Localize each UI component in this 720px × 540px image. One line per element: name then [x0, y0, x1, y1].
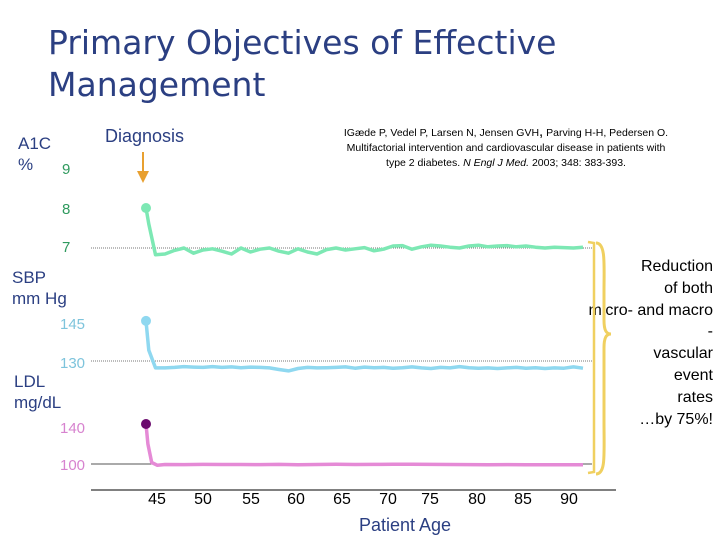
ldl-tick-100: 100: [60, 457, 86, 474]
x-tick-90: 90: [560, 491, 578, 508]
x-tick-80: 80: [468, 491, 486, 508]
sbp-start-marker: [141, 315, 151, 326]
a1c-series-line: [144, 207, 584, 257]
a1c-tick-9: 9: [62, 161, 71, 178]
x-tick-75: 75: [421, 491, 439, 508]
diagnosis-arrow: [137, 152, 149, 183]
a1c-tick-8: 8: [62, 201, 71, 218]
x-tick-65: 65: [333, 491, 351, 508]
ldl-axis-label: LDL mg/dL: [14, 372, 62, 412]
x-axis-title: Patient Age: [358, 515, 452, 535]
bracket-line: [587, 240, 596, 475]
a1c-tick-7: 7: [62, 239, 71, 256]
citation: IGæde P, Vedel P, Larsen N, Jensen GVH, …: [343, 123, 669, 169]
ldl-tick-140: 140: [60, 420, 86, 437]
x-tick-70: 70: [379, 491, 397, 508]
sbp-series-line: [144, 320, 584, 373]
sbp-tick-145: 145: [60, 316, 86, 333]
a1c-axis-label: A1C%: [18, 134, 52, 174]
a1c-start-marker: [141, 203, 151, 213]
x-tick-50: 50: [194, 491, 212, 508]
sbp-tick-130: 130: [60, 355, 86, 372]
x-tick-60: 60: [287, 491, 305, 508]
diagnosis-label: Diagnosis: [105, 126, 185, 146]
x-tick-55: 55: [242, 491, 260, 508]
sbp-axis-label: SBP mm Hg: [12, 268, 67, 308]
curly-brace: [595, 241, 612, 476]
slide-title: Primary Objectives of Effective Managemen…: [48, 23, 557, 104]
ldl-start-marker: [141, 419, 151, 429]
x-tick-85: 85: [514, 491, 532, 508]
ldl-series-line: [144, 423, 583, 468]
callout-text: Reduction of both micro- and macro - vas…: [588, 258, 713, 428]
x-tick-45: 45: [148, 491, 166, 508]
